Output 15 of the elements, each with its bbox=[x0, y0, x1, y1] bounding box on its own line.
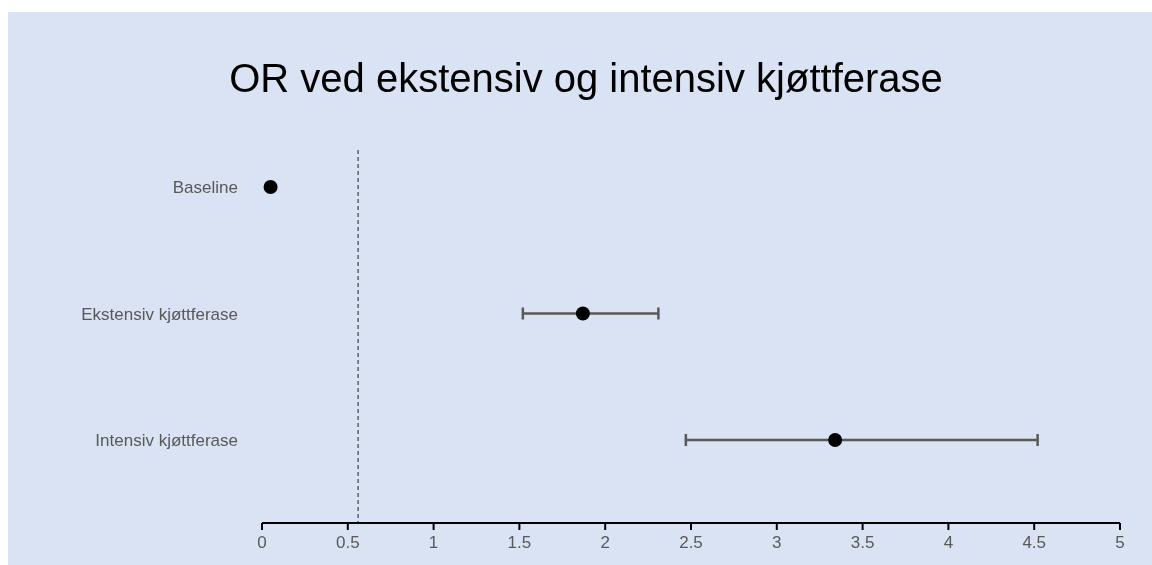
x-tick-label: 2.5 bbox=[679, 533, 703, 552]
x-tick-label: 4.5 bbox=[1022, 533, 1047, 552]
x-tick-label: 0 bbox=[257, 533, 267, 552]
x-tick-label: 3.5 bbox=[850, 533, 875, 552]
x-tick-label: 1 bbox=[428, 533, 439, 552]
x-tick-label: 4 bbox=[943, 533, 954, 552]
x-tick-label: 0.5 bbox=[335, 533, 360, 552]
y-tick-label: Baseline bbox=[172, 178, 238, 197]
x-tick-label: 2 bbox=[600, 533, 610, 552]
y-tick-label: Ekstensiv kjøttferase bbox=[81, 304, 238, 324]
x-tick-label: 1.5 bbox=[507, 533, 532, 552]
chart-title: OR ved ekstensiv og intensiv kjøttferase bbox=[229, 56, 943, 100]
x-tick-label: 5 bbox=[1115, 533, 1125, 552]
x-tick-label: 3 bbox=[772, 533, 782, 552]
y-tick-label: Intensiv kjøttferase bbox=[95, 431, 238, 450]
